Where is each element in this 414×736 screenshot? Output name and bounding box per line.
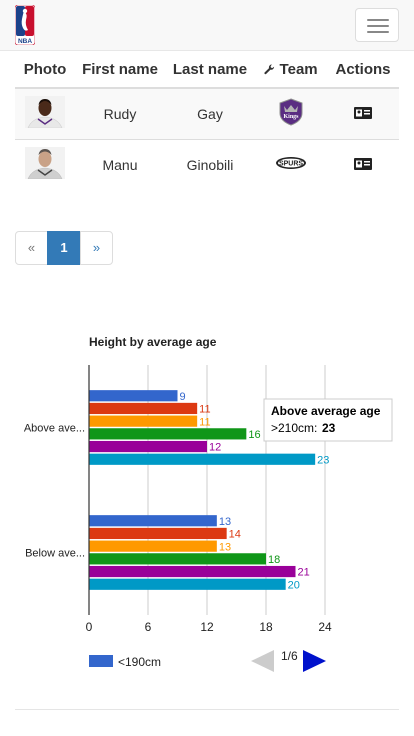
header-last-name[interactable]: Last name [165,51,255,89]
legend-prev-arrow-icon[interactable] [251,650,274,672]
table-row[interactable]: Rudy Gay Kings [15,87,399,139]
table-header-row: Photo First name Last name Team Actions [15,51,399,89]
bar-data-label: 18 [268,554,280,566]
player-photo[interactable] [25,96,65,129]
last-name-cell: Ginobili [165,138,255,190]
first-name-cell: Rudy [75,87,165,139]
bar[interactable] [89,565,296,578]
bar[interactable] [89,578,286,590]
header-team-label: Team [279,60,318,78]
bar-data-label: 13 [219,516,231,528]
player-photo-cell [15,87,75,139]
tooltip-box [263,398,393,442]
player-photo-cell [15,138,75,190]
pagination-next-button[interactable]: » [80,231,113,265]
chart-title: Height by average age [89,335,217,349]
kings-logo[interactable]: Kings [278,98,304,126]
legend-entry-label: <190cm [118,655,161,669]
x-tick-label: 0 [86,620,93,634]
spurs-logo[interactable]: SPURS [275,155,307,171]
header-actions[interactable]: Actions [327,51,399,89]
actions-cell [327,138,399,190]
bar-data-label: 13 [219,541,231,553]
tooltip-label: >210cm: [271,421,317,435]
chart-legend: <190cm 1/6 [89,649,326,672]
id-card-icon[interactable] [354,157,372,170]
id-card-icon[interactable] [354,106,372,119]
legend-swatch [89,655,113,667]
chart-tooltip: Above average age >210cm: 23 [263,398,393,442]
bar[interactable] [89,553,266,565]
y-category-label: Below ave... [25,548,85,560]
header-first-name[interactable]: First name [75,51,165,89]
header-team[interactable]: Team [255,51,327,89]
bar-data-label: 12 [209,442,221,454]
legend-next-arrow-icon[interactable] [303,650,326,672]
svg-text:SPURS: SPURS [279,161,303,168]
bar-data-label: 16 [248,429,260,441]
bar[interactable] [89,515,217,527]
x-tick-label: 18 [259,620,273,634]
footer-divider [15,709,399,710]
x-tick-label: 24 [318,620,332,634]
bar[interactable] [89,415,198,427]
bar[interactable] [89,527,227,540]
bar[interactable] [89,402,198,415]
bar-data-label: 21 [298,567,310,579]
bar-data-label: 23 [317,454,329,466]
chart-axis: 0 6 12 18 24 Above ave... Below ave... [24,365,332,634]
navbar: NBA [0,0,414,51]
x-tick-label: 6 [145,620,152,634]
team-logo-cell: SPURS [255,138,327,190]
legend-page-indicator: 1/6 [281,649,298,663]
bar-data-label: 9 [180,391,186,403]
svg-text:Kings: Kings [283,114,299,120]
table-row[interactable]: Manu Ginobili SPURS [15,138,399,190]
bar[interactable] [89,453,316,465]
last-name-cell: Gay [165,87,255,139]
y-category-label: Above ave... [24,423,85,435]
wrench-icon [264,64,275,74]
pagination: « 1 » [15,231,113,265]
bar[interactable] [89,390,178,402]
first-name-cell: Manu [75,138,165,190]
bar-data-label: 20 [288,579,300,591]
nba-logo[interactable]: NBA [15,5,35,45]
bar[interactable] [89,540,217,552]
bar-data-label: 11 [199,416,210,428]
bar[interactable] [89,440,207,453]
team-logo-cell: Kings [255,87,327,139]
tooltip-value: 23 [322,421,336,435]
menu-toggle-button[interactable] [355,8,399,42]
header-photo[interactable]: Photo [15,51,75,89]
bar[interactable] [89,428,247,440]
player-photo[interactable] [25,147,65,180]
players-table: Photo First name Last name Team Actions [15,51,399,190]
pagination-page-1[interactable]: 1 [47,231,81,265]
tooltip-title: Above average age [271,404,381,418]
pagination-prev-button[interactable]: « [15,231,48,265]
x-tick-label: 12 [200,620,214,634]
bar-data-label: 11 [199,404,210,416]
bar-data-label: 14 [229,529,241,541]
actions-cell [327,87,399,139]
svg-text:NBA: NBA [18,38,32,45]
